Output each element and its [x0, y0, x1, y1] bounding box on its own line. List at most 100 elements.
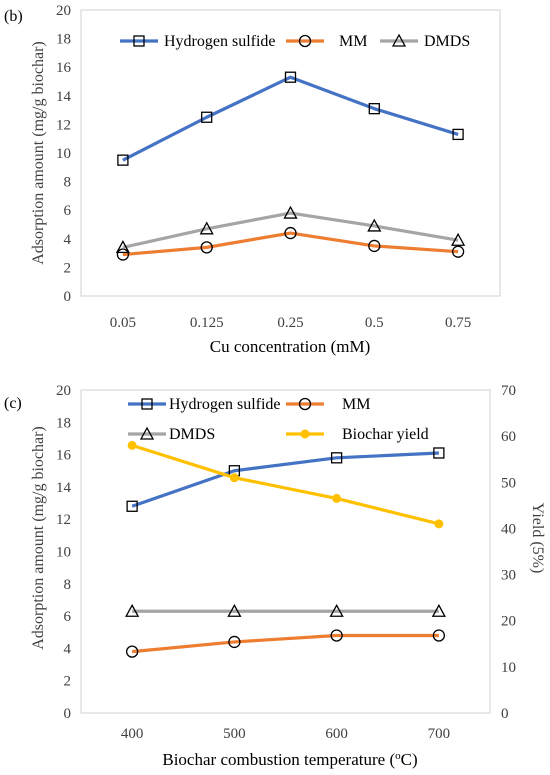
data-point-biochar-yield: [434, 519, 444, 529]
data-point-dmds: [431, 603, 446, 617]
y-tick-label: 4: [64, 232, 72, 248]
legend-label-mm: MM: [339, 33, 367, 50]
y-axis-ticks-c: 0 2 4 6 8 10 12 14 16 18 20: [56, 383, 72, 722]
legend-label-biochar-yield: Biochar yield: [342, 426, 429, 443]
data-point-mm: [432, 629, 446, 642]
y-axis-label-c: Adsorption amount (mg/g biochar): [30, 426, 47, 650]
y2-axis-ticks-c: 0 10 20 30 40 50 60 70: [501, 383, 516, 722]
y-tick-label: 18: [56, 32, 71, 48]
series-group-c: [125, 440, 446, 658]
y-tick-label: 8: [64, 175, 72, 191]
data-point-hydrogen-sulfide: [201, 111, 213, 123]
legend-marker-hydrogen-sulfide: [141, 398, 153, 410]
data-point-mm: [368, 239, 381, 253]
data-point-dmds: [329, 603, 344, 617]
y-tick-label: 6: [64, 203, 72, 219]
y-tick-label: 12: [56, 117, 71, 133]
plot-frame-c: [80, 389, 491, 714]
data-point-mm: [200, 241, 213, 254]
data-point-mm: [284, 226, 297, 240]
series-line-dmds: [122, 211, 459, 249]
data-point-dmds: [115, 240, 130, 254]
y2-tick-label: 60: [501, 429, 516, 445]
y-tick-label: 4: [64, 641, 72, 657]
data-point-dmds: [227, 603, 242, 617]
y-tick-label: 0: [64, 289, 72, 305]
x-axis-label-b: Cu concentration (mM): [210, 337, 371, 356]
chart-panel-c: (c) 0 2 4 6 8 10 12 14 16 18 20 0 10 20 30 40 50 60 70 40…: [4, 383, 546, 769]
y2-tick-label: 0: [501, 706, 509, 722]
data-point-biochar-yield: [127, 440, 137, 450]
x-tick-label: 0.125: [190, 315, 224, 331]
legend-marker-biochar-yield: [300, 429, 310, 439]
data-point-dmds: [283, 205, 298, 219]
x-tick-label: 0.75: [445, 315, 471, 331]
y-axis-ticks-b: 0 2 4 6 8 10 12 14 16 18 20: [56, 3, 72, 305]
data-point-hydrogen-sulfide: [452, 128, 464, 141]
y-tick-label: 18: [56, 415, 71, 431]
data-point-hydrogen-sulfide: [433, 447, 445, 459]
panel-label-c: (c): [4, 395, 22, 412]
y-tick-label: 14: [56, 89, 72, 105]
y-tick-label: 16: [56, 60, 72, 76]
legend-b: Hydrogen sulfide MM DMDS: [120, 33, 470, 50]
y2-axis-label-c: Yield (5%): [529, 503, 546, 574]
data-point-hydrogen-sulfide: [126, 500, 138, 512]
x-tick-label: 0.5: [365, 315, 384, 331]
x-tick-label: 0.05: [110, 315, 136, 331]
legend-label-hydrogen-sulfide: Hydrogen sulfide: [169, 396, 281, 413]
legend-label-hydrogen-sulfide: Hydrogen sulfide: [164, 33, 276, 50]
legend-label-dmds: DMDS: [169, 426, 215, 443]
y-tick-label: 20: [56, 383, 71, 399]
y-tick-label: 0: [64, 706, 72, 722]
series-line-hydrogen-sulfide: [131, 451, 439, 508]
x-tick-label: 0.25: [277, 315, 303, 331]
data-point-dmds: [199, 221, 214, 235]
y2-tick-label: 30: [501, 568, 516, 584]
x-tick-label: 400: [121, 726, 144, 742]
series-line-biochar-yield: [131, 443, 440, 526]
y-tick-label: 12: [56, 512, 71, 528]
legend-marker-mm: [298, 397, 312, 411]
y-axis-label-b: Adsorption amount (mg/g biochar): [30, 41, 47, 265]
y-tick-label: 2: [64, 674, 72, 690]
plot-frame-b: [80, 9, 501, 297]
y2-tick-label: 50: [501, 475, 516, 491]
panel-label-b: (b): [4, 8, 23, 25]
data-point-dmds: [451, 232, 466, 246]
y-tick-label: 16: [56, 448, 72, 464]
x-axis-ticks-b: 0.05 0.125 0.25 0.5 0.75: [110, 315, 471, 331]
data-point-dmds: [125, 603, 140, 617]
x-tick-label: 700: [428, 726, 451, 742]
legend-marker-dmds: [139, 426, 155, 440]
data-point-mm: [125, 645, 139, 658]
y-tick-label: 14: [56, 480, 72, 496]
y-tick-label: 20: [56, 3, 71, 19]
y-tick-label: 8: [64, 577, 72, 593]
y-tick-label: 6: [64, 609, 72, 625]
data-point-hydrogen-sulfide: [284, 71, 297, 83]
series-line-hydrogen-sulfide: [122, 75, 459, 162]
x-axis-label-c: Biochar combustion temperature (oC): [162, 750, 417, 769]
series-line-mm: [122, 231, 459, 257]
data-point-hydrogen-sulfide: [330, 452, 343, 464]
legend-marker-dmds: [391, 33, 407, 47]
legend-marker-mm: [298, 34, 312, 48]
y2-tick-label: 40: [501, 521, 516, 537]
y2-tick-label: 10: [501, 660, 516, 676]
y2-tick-label: 20: [501, 614, 516, 630]
data-point-biochar-yield: [229, 473, 239, 483]
data-point-biochar-yield: [332, 493, 342, 503]
series-line-mm: [131, 633, 439, 654]
y-tick-label: 2: [64, 260, 72, 276]
y-tick-label: 10: [56, 146, 71, 162]
y-tick-label: 10: [56, 545, 71, 561]
data-point-mm: [330, 629, 343, 642]
x-tick-label: 500: [223, 726, 246, 742]
legend-marker-hydrogen-sulfide: [133, 35, 145, 47]
legend-label-mm: MM: [342, 396, 370, 413]
x-axis-ticks-c: 400 500 600 700: [121, 726, 450, 742]
legend-label-dmds: DMDS: [424, 33, 470, 50]
